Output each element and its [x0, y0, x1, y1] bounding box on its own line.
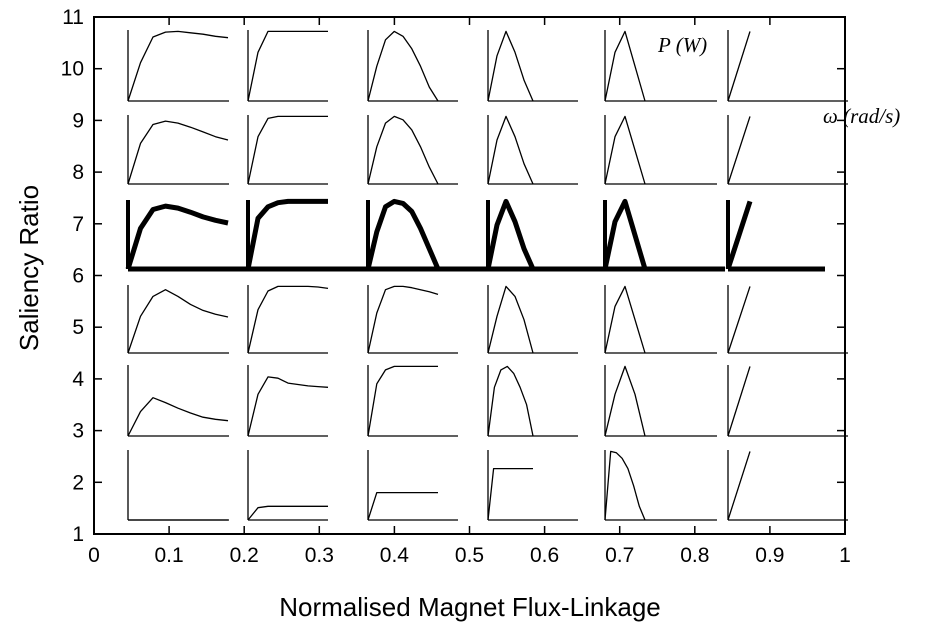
power-speed-curve [127, 289, 229, 354]
power-speed-curve [602, 198, 648, 270]
power-speed-curve [727, 286, 751, 354]
speed-annotation: ω (rad/s) [823, 104, 900, 128]
power-speed-curve [367, 491, 438, 521]
y-tick-label: 4 [72, 368, 84, 391]
y-tick-label: 5 [72, 316, 84, 339]
x-tick-label: 0.9 [755, 544, 784, 567]
x-tick-label: 0.1 [154, 544, 183, 567]
power-speed-curve [604, 365, 646, 437]
power-speed-curve [247, 30, 328, 102]
y-tick-label: 6 [72, 265, 84, 288]
x-tick-label: 0.4 [380, 544, 410, 567]
power-speed-curve [727, 116, 751, 185]
y-tick-label: 3 [72, 420, 84, 443]
x-tick-label: 0.5 [455, 544, 484, 567]
y-tick-label: 9 [72, 109, 84, 132]
power-speed-curve [127, 120, 229, 185]
power-speed-curve [367, 30, 439, 102]
x-tick-label: 0.8 [680, 544, 709, 567]
y-tick-label: 8 [72, 161, 84, 184]
power-speed-curve [487, 285, 534, 354]
power-speed-curve [247, 376, 329, 437]
x-axis-title: Normalised Magnet Flux-Linkage [279, 592, 661, 622]
power-speed-curve [604, 30, 646, 102]
power-speed-curve [604, 115, 646, 185]
power-speed-curve [367, 365, 438, 437]
y-tick-label: 11 [62, 6, 84, 29]
plot-frame [93, 16, 846, 535]
power-speed-curve [367, 115, 439, 185]
power-speed-curve [487, 365, 534, 437]
power-speed-curve [367, 285, 439, 354]
x-tick-label: 0.7 [605, 544, 634, 567]
y-tick-label: 10 [61, 58, 84, 81]
power-speed-curve [127, 397, 229, 437]
power-speed-curve [487, 30, 534, 102]
power-speed-curve [727, 451, 751, 521]
power-speed-curve [727, 366, 751, 437]
power-speed-curve [245, 198, 328, 270]
power-speed-curve [604, 450, 646, 521]
y-axis-title: Saliency Ratio [14, 185, 44, 351]
power-annotation: P (W) [657, 33, 707, 57]
power-speed-curve [485, 198, 536, 271]
power-speed-curve [247, 115, 328, 185]
power-speed-curve [487, 115, 534, 185]
power-speed-curve [247, 505, 328, 521]
power-speed-curve [247, 285, 329, 354]
x-tick-label: 0.6 [530, 544, 559, 567]
power-speed-curve [727, 31, 751, 102]
power-speed-curve [604, 285, 646, 354]
x-tick-label: 1 [839, 544, 851, 567]
x-tick-label: 0.2 [230, 544, 259, 567]
power-speed-curve [127, 30, 229, 102]
power-speed-curve [365, 198, 441, 270]
x-tick-label: 0 [88, 544, 100, 567]
y-tick-label: 7 [72, 213, 84, 236]
power-speed-curve [725, 200, 753, 270]
y-tick-label: 2 [72, 471, 84, 494]
y-tick-label: 1 [72, 523, 84, 546]
power-speed-curve [487, 467, 533, 521]
power-speed-curve [125, 203, 229, 270]
x-tick-label: 0.3 [305, 544, 334, 567]
